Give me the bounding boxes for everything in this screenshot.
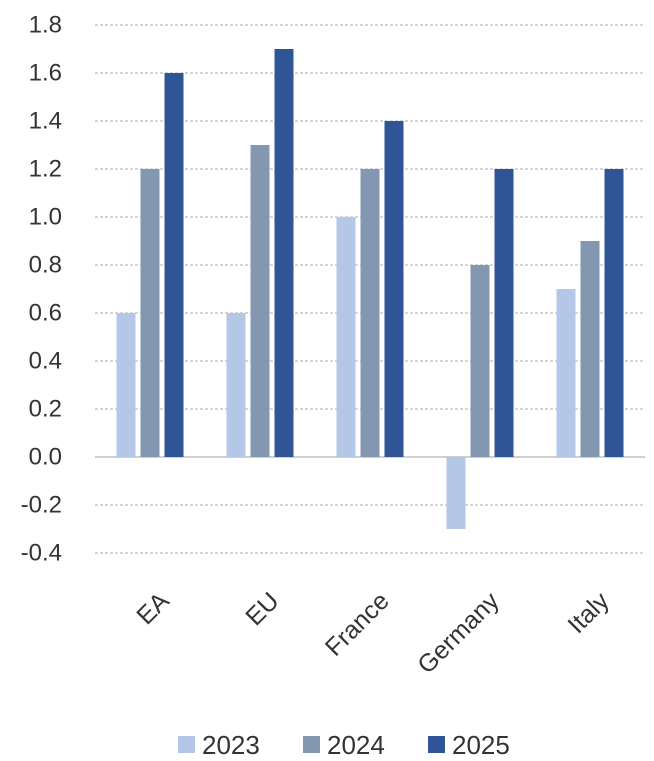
x-category-label: Italy — [562, 587, 615, 640]
y-tick-label: 0.4 — [29, 348, 62, 375]
bar-2024-italy — [580, 241, 600, 457]
y-tick-label: 0.2 — [29, 396, 62, 423]
y-tick-label: -0.2 — [21, 492, 62, 519]
y-tick-label: 0.0 — [29, 444, 62, 471]
bar-2023-germany — [446, 457, 466, 529]
bar-2025-ea — [164, 73, 184, 457]
legend: 2023 2024 2025 — [178, 730, 510, 760]
bar-2023-ea — [116, 313, 136, 457]
bar-2024-germany — [470, 265, 490, 457]
x-axis-categories: EA EU France Germany Italy — [131, 587, 615, 680]
y-tick-label: 1.4 — [29, 108, 62, 135]
bar-2025-germany — [494, 169, 514, 457]
bar-2024-ea — [140, 169, 160, 457]
bar-2025-eu — [274, 49, 294, 457]
bar-2024-eu — [250, 145, 270, 457]
x-category-label: EU — [240, 587, 284, 631]
bar-2024-france — [360, 169, 380, 457]
x-category-label: Germany — [412, 587, 505, 680]
legend-label-2024: 2024 — [327, 730, 385, 760]
y-tick-label: 1.0 — [29, 204, 62, 231]
y-tick-label: 0.8 — [29, 252, 62, 279]
bar-2025-italy — [604, 169, 624, 457]
legend-label-2025: 2025 — [452, 730, 510, 760]
y-tick-label: 1.6 — [29, 60, 62, 87]
bar-2023-eu — [226, 313, 246, 457]
bar-2025-france — [384, 121, 404, 457]
legend-swatch-2023 — [178, 736, 195, 753]
y-tick-label: 1.2 — [29, 156, 62, 183]
x-category-label: EA — [131, 587, 175, 631]
x-category-label: France — [320, 587, 395, 662]
y-axis-ticks: 1.8 1.6 1.4 1.2 1.0 0.8 0.6 0.4 0.2 0.0 -0.2 -0.4 — [21, 12, 62, 567]
legend-swatch-2025 — [428, 736, 445, 753]
y-tick-label: -0.4 — [21, 540, 62, 567]
y-tick-label: 1.8 — [29, 12, 62, 39]
bar-2023-italy — [556, 289, 576, 457]
y-tick-label: 0.6 — [29, 300, 62, 327]
bar-2023-france — [336, 217, 356, 457]
bars — [116, 49, 624, 529]
legend-label-2023: 2023 — [202, 730, 260, 760]
legend-swatch-2024 — [303, 736, 320, 753]
